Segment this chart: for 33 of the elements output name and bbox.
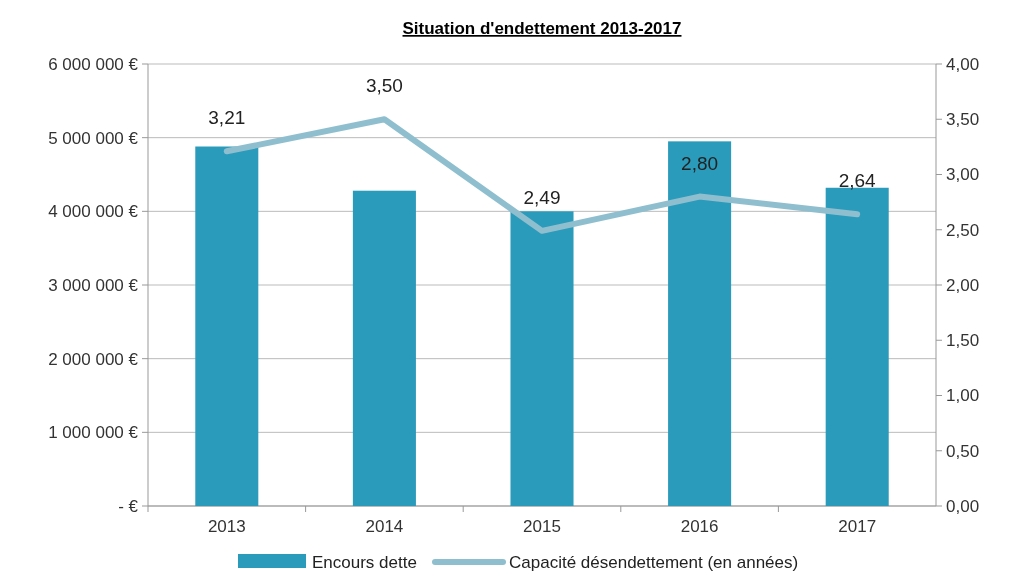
y2-tick-label: 1,00 [946,386,980,406]
y2-tick-label: 1,50 [946,331,980,351]
x-tick-label: 2014 [365,517,404,536]
x-tick-label: 2013 [207,517,246,536]
y2-tick-label: 3,50 [946,110,980,130]
legend-label: Encours dette [312,552,417,572]
y2-tick-label: 4,00 [946,54,980,74]
x-tick-label: 2017 [838,517,877,536]
y2-tick-label: 3,00 [946,165,980,185]
y-tick-label: 1 000 000 € [48,423,139,443]
x-tick-label: 2015 [523,517,561,536]
data-label: 3,21 [208,107,246,129]
x-tick-label: 2016 [680,517,719,536]
data-label: 2,49 [523,186,561,208]
y2-tick-label: 0,50 [946,441,980,461]
data-label: 2,64 [838,170,877,192]
y-tick-label: 5 000 000 € [48,128,139,148]
bar [195,146,259,506]
y-tick-label: 2 000 000 € [48,349,139,369]
bar [668,141,732,506]
data-label: 2,80 [681,152,719,174]
bar [510,211,574,506]
legend-label: Capacité désendettement (en années) [509,552,799,572]
y-tick-label: 6 000 000 € [48,54,139,74]
chart-title: Situation d'endettement 2013-2017 [402,19,682,38]
y-tick-label: 4 000 000 € [48,202,139,222]
data-label: 3,50 [365,75,403,97]
y-tick-label: - € [118,496,139,516]
y2-tick-label: 2,00 [946,275,980,295]
y2-tick-label: 0,00 [946,496,980,516]
y-tick-label: 3 000 000 € [48,275,139,295]
bar [352,190,416,506]
y2-tick-label: 2,50 [946,220,980,240]
